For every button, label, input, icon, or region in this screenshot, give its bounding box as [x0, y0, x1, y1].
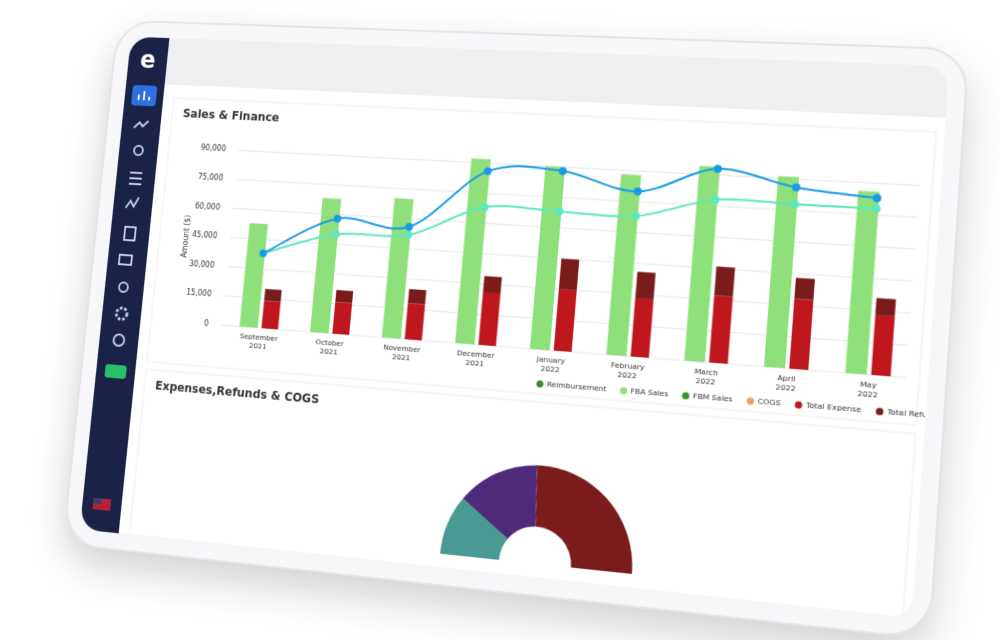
bar-segment	[478, 292, 501, 346]
flag-canton	[93, 497, 102, 505]
logo: e	[139, 46, 157, 75]
legend-label: FBM Sales	[693, 391, 734, 404]
x-tick-label: 2022	[540, 364, 560, 375]
y-tick-label: 0	[203, 319, 209, 328]
screen: e Sales & Finance Expenses,Refunds & COG…	[79, 36, 950, 619]
y-tick-label: 15,000	[186, 288, 212, 299]
legend-label: Total Refund	[886, 406, 938, 420]
bar-segment	[630, 298, 654, 358]
pie-segment	[440, 496, 511, 561]
pie-segment	[528, 465, 640, 574]
bar-segment	[553, 289, 577, 352]
x-tick-label: May	[860, 379, 877, 390]
icon-pulse[interactable]	[126, 197, 139, 209]
nav-active[interactable]	[130, 84, 158, 107]
bar-segment	[558, 258, 580, 291]
sidebar: e	[79, 36, 170, 534]
legend-label: Total Expense	[805, 400, 862, 414]
icon-trend[interactable]	[134, 120, 149, 128]
x-tick-label: September	[239, 331, 278, 343]
bar	[455, 158, 491, 345]
x-tick-label: 2021	[465, 358, 484, 369]
x-tick-label: October	[315, 337, 344, 348]
line-point	[558, 166, 566, 175]
x-tick-label: 2022	[617, 370, 637, 381]
x-tick-label: January	[535, 354, 565, 366]
bar-segment	[407, 289, 427, 305]
x-tick-label: 2021	[319, 346, 338, 357]
sidebar-icons: e	[92, 46, 158, 511]
y-tick-label: 90,000	[200, 143, 226, 153]
bar-segment	[264, 288, 282, 302]
x-tick-label: 2022	[857, 388, 878, 400]
icon-truck[interactable]	[119, 255, 132, 265]
x-tick-label: 2022	[775, 382, 796, 393]
icon-badge[interactable]	[134, 146, 144, 156]
y-tick-label: 60,000	[195, 201, 221, 211]
x-tick-label: 2021	[392, 352, 411, 363]
bar-segment	[871, 315, 895, 377]
bar-segment	[483, 275, 502, 294]
tablet: e Sales & Finance Expenses,Refunds & COG…	[62, 19, 970, 640]
x-tick-label: December	[456, 348, 495, 360]
top-bar	[164, 38, 950, 118]
line-point	[480, 203, 489, 212]
y-tick-label: 45,000	[192, 230, 218, 241]
y-tick-label: 30,000	[189, 259, 215, 270]
bar-segment	[332, 301, 353, 335]
x-tick-label: November	[383, 342, 421, 354]
bar-segment	[635, 271, 656, 300]
legend-label: COGS	[757, 396, 781, 408]
button-green[interactable]	[104, 363, 127, 380]
line-point	[555, 207, 564, 216]
x-tick-label: February	[611, 360, 645, 372]
icon-doc[interactable]	[124, 227, 136, 241]
bar-segment	[714, 266, 736, 297]
x-tick-label: March	[694, 366, 718, 378]
bar-segment	[335, 289, 354, 304]
icon-settings[interactable]	[116, 308, 128, 320]
y-tick-label: 75,000	[198, 172, 224, 182]
legend-label: Reimbursement	[546, 379, 606, 393]
x-tick-label: April	[777, 373, 796, 384]
bar-segment	[261, 300, 281, 330]
icon-list[interactable]	[129, 172, 142, 184]
bar-segment	[404, 303, 426, 341]
chart-title: Sales & Finance	[182, 106, 280, 124]
line-point	[483, 167, 492, 176]
x-tick-label: 2022	[695, 376, 715, 387]
bar-segment	[875, 297, 896, 317]
bar-segment	[794, 277, 815, 301]
legend-label: FBA Sales	[630, 386, 669, 399]
icon-help[interactable]	[113, 334, 125, 346]
main: Sales & Finance Expenses,Refunds & COGS …	[119, 38, 950, 619]
x-tick-label: 2021	[249, 341, 267, 352]
icon-search[interactable]	[119, 282, 129, 292]
